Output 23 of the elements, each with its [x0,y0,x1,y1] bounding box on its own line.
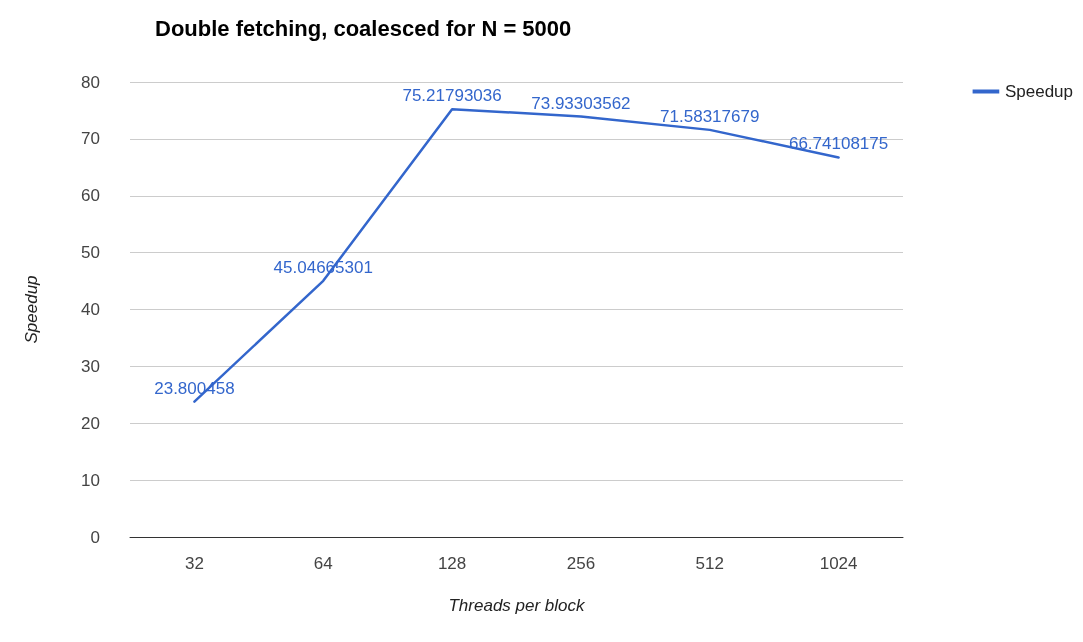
y-tick-label: 30 [81,356,100,376]
x-tick-label: 1024 [819,554,858,573]
y-axis-title: Speedup [22,275,41,344]
x-tick-label: 64 [313,554,333,573]
data-label: 71.58317679 [660,106,760,126]
data-label: 73.93303562 [531,93,631,113]
data-label: 75.21793036 [402,86,502,106]
chart-title: Double fetching, coalesced for N = 5000 [155,15,572,41]
y-tick-label: 50 [81,243,100,263]
y-tick-label: 10 [81,470,100,490]
data-label: 66.74108175 [788,134,889,154]
y-tick-label: 40 [81,300,100,319]
y-tick-label: 20 [81,413,100,433]
y-tick-label: 80 [81,72,100,92]
x-tick-label: 256 [566,554,596,573]
y-tick-label: 60 [81,186,100,206]
x-tick-label: 32 [184,554,204,573]
legend-label: Speedup [1004,82,1074,101]
x-tick-label: 128 [437,554,467,573]
y-tick-label: 70 [81,129,100,149]
x-axis-title: Threads per block [448,596,587,615]
x-tick-label: 512 [695,554,724,573]
y-tick-label: 0 [90,527,100,547]
